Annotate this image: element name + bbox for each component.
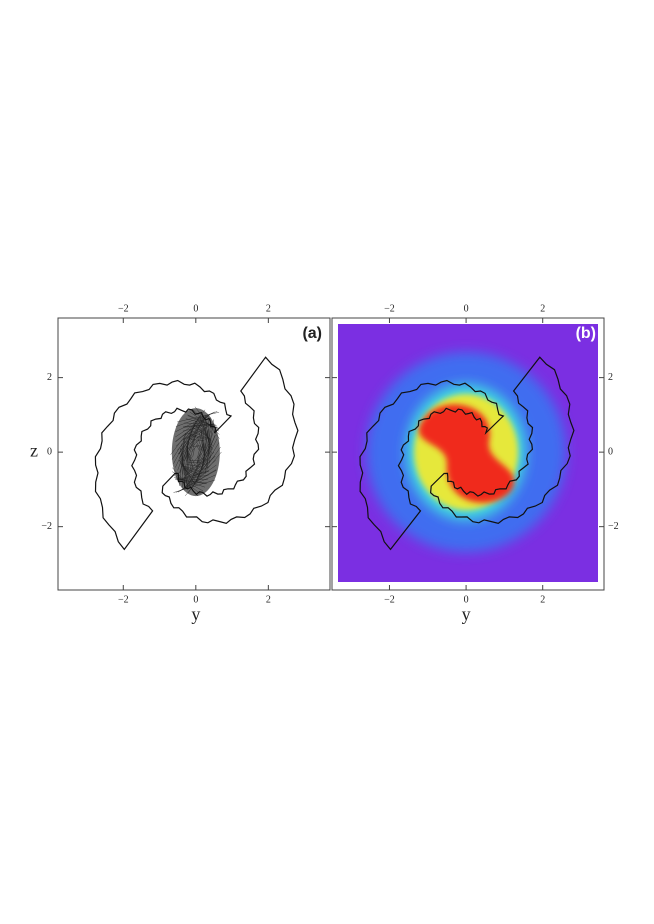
particle-trace bbox=[197, 445, 201, 459]
heatmap bbox=[338, 324, 598, 582]
x-tick-label: 0 bbox=[464, 594, 469, 605]
x-tick-label: 0 bbox=[193, 594, 198, 605]
particle-trace bbox=[179, 426, 201, 458]
particle-trace bbox=[192, 448, 195, 458]
particle-trace bbox=[192, 445, 211, 476]
particle-trace bbox=[179, 459, 196, 485]
particle-trace bbox=[187, 450, 192, 473]
x-tick-label: 2 bbox=[540, 303, 545, 314]
particle-trace bbox=[204, 419, 214, 474]
particle-trace bbox=[182, 465, 201, 476]
particle-trace bbox=[177, 412, 220, 423]
particle-trace bbox=[200, 431, 205, 456]
y-tick-label: 0 bbox=[47, 446, 52, 457]
particle-trace bbox=[190, 439, 205, 441]
particle-trace bbox=[182, 430, 198, 460]
particle-trace bbox=[175, 412, 213, 438]
x-tick-label: −2 bbox=[118, 594, 129, 605]
particle-trace bbox=[207, 417, 211, 469]
particle-trace bbox=[189, 453, 195, 466]
x-axis-label: y bbox=[191, 604, 200, 624]
particle-trace bbox=[189, 455, 206, 470]
particle-trace bbox=[188, 452, 194, 469]
particle-trace bbox=[175, 478, 207, 484]
particle-trace bbox=[184, 435, 197, 461]
particle-trace bbox=[197, 437, 203, 452]
x-axis-label: y bbox=[462, 604, 471, 624]
particle-trace bbox=[199, 416, 213, 450]
particle-trace bbox=[172, 471, 201, 495]
panel-label: (b) bbox=[576, 325, 596, 342]
particle-trace bbox=[189, 411, 220, 432]
x-tick-label: −2 bbox=[118, 303, 129, 314]
spiral-contour bbox=[359, 379, 505, 551]
particle-trace bbox=[183, 434, 197, 462]
particle-trace bbox=[178, 423, 203, 455]
particle-trace bbox=[202, 429, 209, 468]
particle-trace bbox=[183, 460, 216, 489]
particle-trace bbox=[186, 443, 189, 475]
spiral-contour bbox=[94, 379, 233, 551]
x-tick-label: 0 bbox=[193, 303, 198, 314]
particle-trace bbox=[190, 435, 207, 440]
particle-trace bbox=[175, 411, 215, 433]
particle-trace bbox=[180, 464, 200, 480]
x-tick-label: 2 bbox=[266, 594, 271, 605]
particle-trace bbox=[199, 417, 213, 450]
spiral-contour bbox=[161, 356, 299, 524]
y-tick-label: −2 bbox=[608, 521, 619, 532]
particle-trace bbox=[192, 445, 211, 477]
x-tick-label: 2 bbox=[540, 594, 545, 605]
particle-trace bbox=[175, 414, 210, 443]
particle-trace bbox=[190, 448, 213, 480]
x-tick-label: 2 bbox=[266, 303, 271, 314]
particle-trace bbox=[193, 424, 212, 441]
particle-trace bbox=[195, 444, 200, 451]
particle-trace bbox=[192, 453, 202, 463]
particle-trace bbox=[187, 436, 201, 450]
particle-trace bbox=[180, 464, 217, 491]
particle-trace bbox=[195, 443, 207, 468]
y-tick-label: −2 bbox=[41, 521, 52, 532]
particle-trace bbox=[175, 474, 216, 493]
y-tick-label: 2 bbox=[608, 372, 613, 383]
particle-trace bbox=[183, 424, 214, 428]
particle-trace bbox=[171, 413, 203, 460]
particle-trace bbox=[185, 433, 203, 448]
particle-trace bbox=[196, 443, 204, 463]
panel-label: (a) bbox=[302, 325, 322, 342]
spiral-contour bbox=[429, 356, 575, 524]
particle-trace bbox=[180, 470, 209, 480]
x-tick-label: −2 bbox=[384, 594, 395, 605]
particle-trace bbox=[192, 445, 200, 447]
particle-trace bbox=[179, 432, 186, 487]
particle-trace bbox=[179, 456, 194, 487]
particle-trace bbox=[189, 443, 195, 460]
x-tick-label: 0 bbox=[464, 303, 469, 314]
y-tick-label: 2 bbox=[47, 372, 52, 383]
y-axis-label: z bbox=[30, 440, 38, 460]
particle-trace bbox=[183, 427, 208, 441]
particle-trace bbox=[188, 451, 215, 484]
particle-trace bbox=[196, 435, 216, 481]
particle-trace bbox=[180, 448, 189, 489]
particle-trace bbox=[191, 430, 209, 439]
particle-trace bbox=[200, 430, 211, 472]
heatmap-core bbox=[418, 404, 515, 503]
particle-trace bbox=[194, 406, 220, 439]
particle-trace bbox=[179, 430, 193, 473]
x-tick-label: −2 bbox=[384, 303, 395, 314]
y-tick-label: 0 bbox=[608, 446, 613, 457]
